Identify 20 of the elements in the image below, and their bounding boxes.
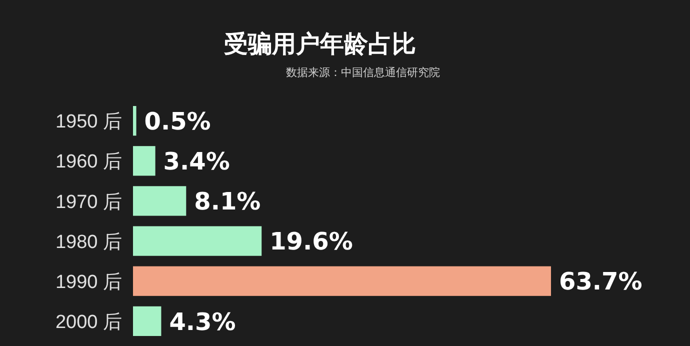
data-label: 0.5% bbox=[144, 107, 211, 136]
data-label: 3.4% bbox=[163, 148, 230, 176]
bar bbox=[133, 106, 136, 136]
data-label: 63.7% bbox=[559, 268, 642, 296]
y-tick-label: 1970 后 bbox=[55, 192, 122, 213]
bar bbox=[133, 266, 551, 296]
bar bbox=[133, 226, 262, 256]
chart-title: 受骗用户年龄占比 bbox=[224, 30, 416, 58]
y-tick-label: 2000 后 bbox=[55, 312, 122, 334]
bar bbox=[133, 186, 186, 216]
y-tick-label: 1980 后 bbox=[55, 232, 122, 253]
y-tick-label: 1990 后 bbox=[55, 272, 122, 293]
data-label: 4.3% bbox=[169, 308, 236, 336]
data-label: 8.1% bbox=[194, 188, 261, 216]
y-tick-label: 1950 后 bbox=[55, 112, 122, 133]
y-tick-label: 1960 后 bbox=[55, 152, 122, 173]
bar bbox=[133, 306, 162, 336]
chart-subtitle: 数据来源：中国信息通信研究院 bbox=[286, 66, 440, 79]
bar bbox=[133, 146, 156, 176]
data-label: 19.6% bbox=[270, 228, 353, 256]
